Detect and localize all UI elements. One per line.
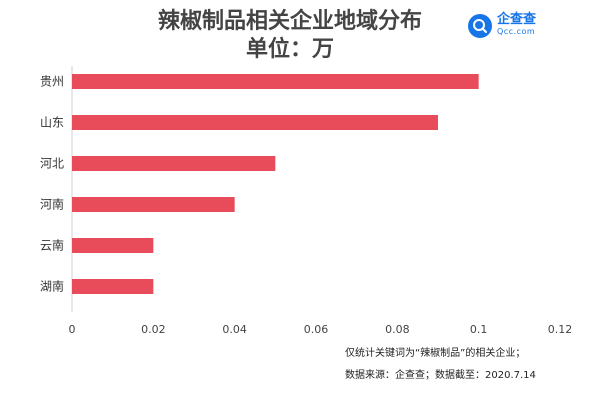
- bar-4: [72, 197, 235, 212]
- chart-title-block: 辣椒制品相关企业地域分布 单位：万: [120, 8, 460, 64]
- x-tick-label-4: 0.06: [304, 323, 329, 336]
- footnote-source: 数据来源：企查查；数据截至：2020.7.14: [345, 370, 536, 381]
- x-tick-label-5: 0.08: [385, 323, 410, 336]
- category-label-6: 湖南: [40, 279, 64, 294]
- category-label-4: 河南: [40, 197, 64, 212]
- brand-name: 企查查: [497, 12, 537, 27]
- x-tick-label-2: 0.02: [141, 323, 166, 336]
- bar-3: [72, 156, 276, 171]
- x-tick-label-1: 0: [69, 323, 76, 336]
- brand-logo: 企查查 Qcc.com: [468, 12, 537, 38]
- brand-url: Qcc.com: [497, 27, 536, 36]
- chart-title: 辣椒制品相关企业地域分布: [157, 9, 422, 34]
- category-label-1: 贵州: [40, 75, 64, 89]
- category-label-5: 云南: [40, 238, 64, 253]
- x-tick-label-7: 0.12: [548, 323, 573, 336]
- bar-2: [72, 115, 438, 130]
- footnote-scope: 仅统计关键词为“辣椒制品”的相关企业；: [345, 348, 526, 359]
- brand-logo-icon: [468, 14, 492, 38]
- chart-subtitle: 单位：万: [245, 37, 334, 62]
- bar-6: [72, 279, 154, 294]
- footnotes: 仅统计关键词为“辣椒制品”的相关企业； 数据来源：企查查；数据截至：2020.7…: [345, 343, 536, 387]
- x-tick-label-3: 0.04: [222, 323, 247, 336]
- bar-1: [72, 74, 479, 89]
- category-label-3: 河北: [40, 157, 64, 171]
- category-label-2: 山东: [40, 116, 64, 130]
- x-tick-label-6: 0.1: [470, 323, 488, 336]
- bar-5: [72, 238, 154, 253]
